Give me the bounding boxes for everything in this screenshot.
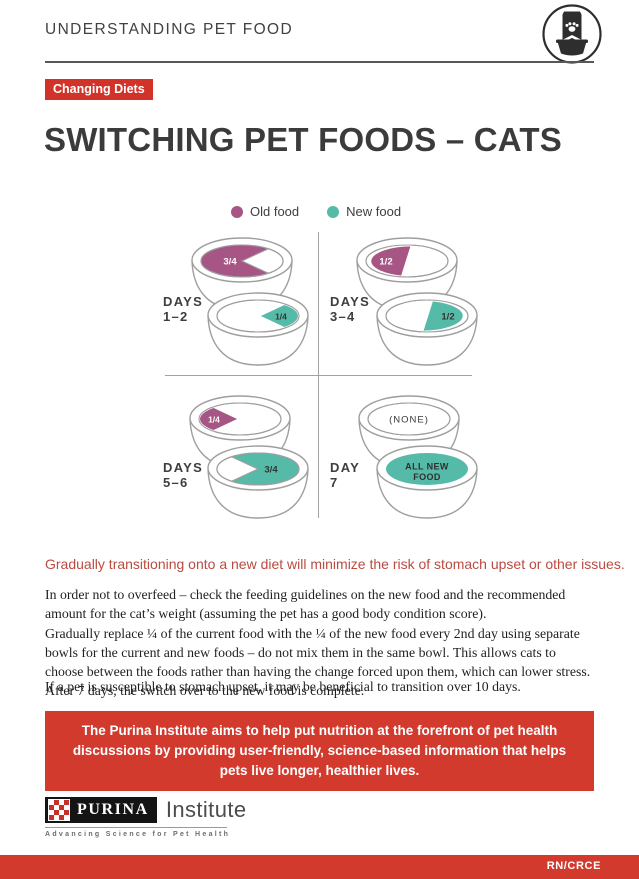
- svg-text:1/4: 1/4: [275, 312, 287, 322]
- svg-text:3/4: 3/4: [264, 465, 278, 476]
- page-title: SWITCHING PET FOODS – CATS: [44, 121, 562, 158]
- purina-wordmark: PURINA: [77, 801, 149, 818]
- logo-tagline: Advancing Science for Pet Health: [45, 831, 231, 838]
- body-paragraph: In order not to overfeed – check the fee…: [45, 587, 566, 621]
- body-paragraph: If a pet is susceptible to stomach upset…: [45, 679, 521, 694]
- svg-text:3/4: 3/4: [223, 257, 237, 268]
- diagram-bottom-bowl-q3: 3/4: [207, 445, 309, 519]
- highlight-sentence: Gradually transitioning onto a new diet …: [45, 556, 625, 572]
- legend: Old food New food: [231, 204, 401, 219]
- new-food-dot-icon: [327, 205, 340, 218]
- body-paragraph: Gradually replace ¼ of the current food …: [45, 626, 591, 698]
- day-label-q4: DAY 7: [330, 460, 361, 490]
- legend-label: Old food: [250, 204, 300, 219]
- document-code: RN/CRCE: [546, 860, 601, 872]
- diagram-top-bowl-q1: 3/4: [191, 237, 293, 311]
- purina-institute-logo: PURINA Institute Advancing Science for P…: [45, 797, 246, 838]
- legend-label: New food: [346, 204, 402, 219]
- day-label-q3: DAYS 5–6: [163, 460, 204, 490]
- logo-divider: [45, 827, 227, 828]
- footer-bar: RN/CRCE: [0, 855, 639, 879]
- page-header-title: UNDERSTANDING PET FOOD: [45, 21, 294, 38]
- day-label-q1: DAYS 1–2: [163, 294, 204, 324]
- purina-institute-banner: The Purina Institute aims to help put nu…: [45, 711, 594, 791]
- svg-text:FOOD: FOOD: [413, 472, 441, 482]
- purina-checkerboard-icon: [48, 799, 70, 821]
- diagram-bottom-bowl-q2: 1/2: [376, 292, 478, 366]
- svg-text:ALL NEW: ALL NEW: [405, 462, 449, 472]
- svg-text:1/4: 1/4: [208, 415, 220, 425]
- old-food-dot-icon: [231, 205, 243, 218]
- institute-wordmark: Institute: [165, 797, 247, 822]
- diagram-horizontal-divider: [165, 375, 472, 376]
- svg-text:1/2: 1/2: [379, 257, 392, 268]
- svg-text:1/2: 1/2: [441, 312, 454, 323]
- diagram-top-bowl-q4: (NONE): [358, 395, 460, 469]
- header-divider: [45, 61, 594, 63]
- transition-diagram: 3/4 1/4 DAYS 1–2 1/2 1/2 DAYS 3–4 1/4 3/4 DAYS 5–6 (…: [0, 228, 639, 528]
- purina-wordmark-block: PURINA: [45, 797, 157, 823]
- svg-text:(NONE): (NONE): [389, 415, 429, 426]
- legend-item-new-food: New food: [327, 204, 401, 219]
- diagram-bottom-bowl-q1: 1/4: [207, 292, 309, 366]
- legend-item-old-food: Old food: [231, 204, 299, 219]
- section-badge: Changing Diets: [45, 79, 153, 100]
- diagram-top-bowl-q2: 1/2: [356, 237, 458, 311]
- day-label-q2: DAYS 3–4: [330, 294, 371, 324]
- pet-food-icon: [542, 4, 602, 64]
